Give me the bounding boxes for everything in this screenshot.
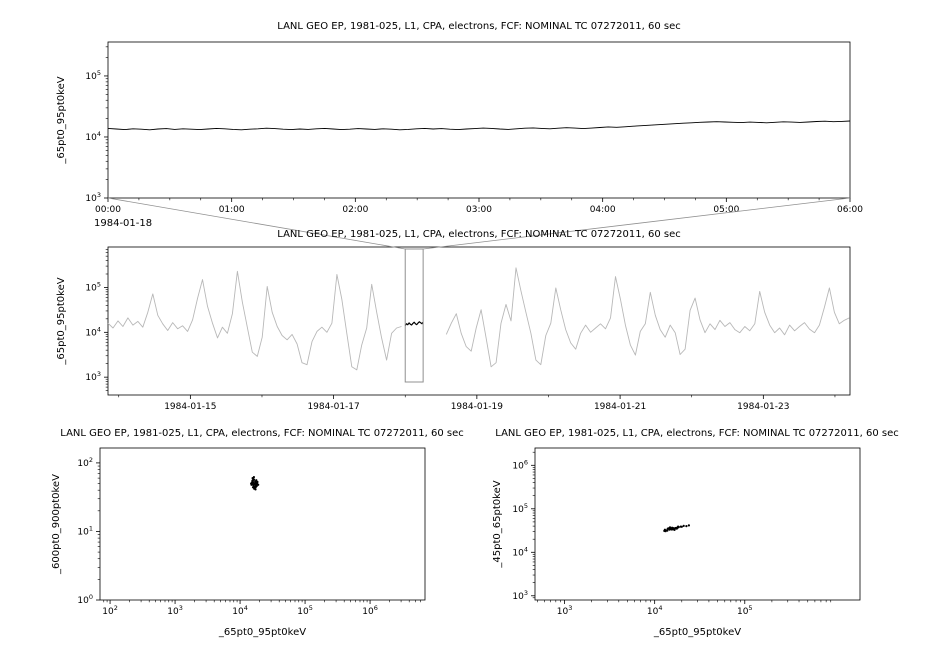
axis-ticks: 103 104 105 00:00 01:00 02:00 03:00 04:00 05:00 0… [85,46,863,215]
svg-text:00:00: 00:00 [95,205,121,215]
top-chart-title: LANL GEO EP, 1981-025, L1, CPA, electron… [277,21,681,32]
scatter-point [671,526,674,529]
zoom-region-box[interactable] [404,248,424,383]
svg-text:103: 103 [85,370,101,383]
svg-text:01:00: 01:00 [219,205,245,215]
scatter-point [251,479,254,482]
svg-text:05:00: 05:00 [713,205,739,215]
svg-text:105: 105 [512,502,528,515]
scatter-point [252,483,255,486]
svg-text:103: 103 [557,604,573,617]
scatter-point [252,476,255,479]
svg-text:1984-01-17: 1984-01-17 [307,402,359,412]
svg-text:102: 102 [77,456,93,469]
plot-frame [107,246,851,396]
svg-text:105: 105 [737,604,753,617]
plot-frame [107,41,851,199]
top-chart-start-date: 1984-01-18 [94,218,153,229]
scatter-point [673,528,676,532]
svg-text:104: 104 [647,604,663,617]
svg-text:104: 104 [512,545,528,558]
svg-text:100: 100 [77,593,93,606]
svg-text:1984-01-23: 1984-01-23 [737,402,789,412]
mid-chart-title: LANL GEO EP, 1981-025, L1, CPA, electron… [277,229,681,240]
bottom-right-chart-title: LANL GEO EP, 1981-025, L1, CPA, electron… [495,428,899,439]
svg-text:02:00: 02:00 [342,205,368,215]
bottom-right-xlabel: _65pt0_95pt0keV [653,627,742,638]
scatter-point [673,527,677,530]
plot-frame [99,447,426,601]
zoom-connector-right [423,197,851,250]
scatter-point [687,524,691,527]
series-flux-65-95keV-zoomed [107,120,851,131]
svg-text:102: 102 [102,604,118,617]
svg-text:03:00: 03:00 [466,205,492,215]
svg-text:105: 105 [85,69,101,82]
series-flux-65-95keV-selected [404,321,424,326]
bottom-left-ylabel: _600pt0_900pt0keV [51,474,62,574]
bottom-right-ylabel: _45pt0_65pt0keV [492,480,503,568]
axis-ticks: 100 101 102 102 103 104 105 106 [77,456,421,617]
zoom-connector-left [107,197,406,250]
scatter-point [254,488,257,491]
scatter-point [250,482,253,485]
scatter-point [682,524,685,528]
svg-text:1984-01-15: 1984-01-15 [164,402,216,412]
scatter-point [675,527,678,530]
chart-br: 103 104 105 106 103 104 105 [512,447,861,617]
scatter-point [663,529,666,533]
svg-text:104: 104 [85,325,101,338]
scatter-point [677,525,680,528]
chart-bl: 100 101 102 102 103 104 105 106 [77,447,426,617]
svg-text:105: 105 [297,604,313,617]
axis-ticks: 103 104 105 106 103 104 105 [512,451,832,617]
svg-text:104: 104 [232,604,248,617]
svg-text:1984-01-19: 1984-01-19 [451,402,504,412]
svg-text:103: 103 [167,604,183,617]
top-chart-ylabel: _65pt0_95pt0keV [56,76,67,164]
svg-text:103: 103 [512,589,528,602]
svg-text:04:00: 04:00 [590,205,616,215]
scatter-point [668,526,672,529]
svg-text:103: 103 [85,191,101,204]
bottom-left-chart-title: LANL GEO EP, 1981-025, L1, CPA, electron… [60,428,464,439]
svg-text:104: 104 [85,130,101,143]
scatter-point [255,481,258,484]
svg-text:101: 101 [77,524,93,537]
scatter-point [666,529,669,532]
scatter-point [668,528,671,531]
mid-chart-ylabel: _65pt0_95pt0keV [56,277,67,365]
scatter-point [680,525,683,528]
scatter-point [253,485,256,488]
svg-text:105: 105 [85,280,101,293]
series-flux-65-95keV-context [107,267,850,371]
plot-frame [534,447,861,601]
svg-text:06:00: 06:00 [837,205,863,215]
svg-text:1984-01-21: 1984-01-21 [594,402,646,412]
scatter-point [685,525,688,528]
svg-text:106: 106 [512,458,528,471]
chart-mid: 103 104 105 1984-01-15 1984-01-17 1984-01-19 1… [85,197,851,412]
bottom-left-xlabel: _65pt0_95pt0keV [218,627,307,638]
chart-top: 103 104 105 00:00 01:00 02:00 03:00 04:00 05:00 0… [85,41,863,215]
scatter-point [257,483,260,486]
svg-text:106: 106 [362,604,378,617]
